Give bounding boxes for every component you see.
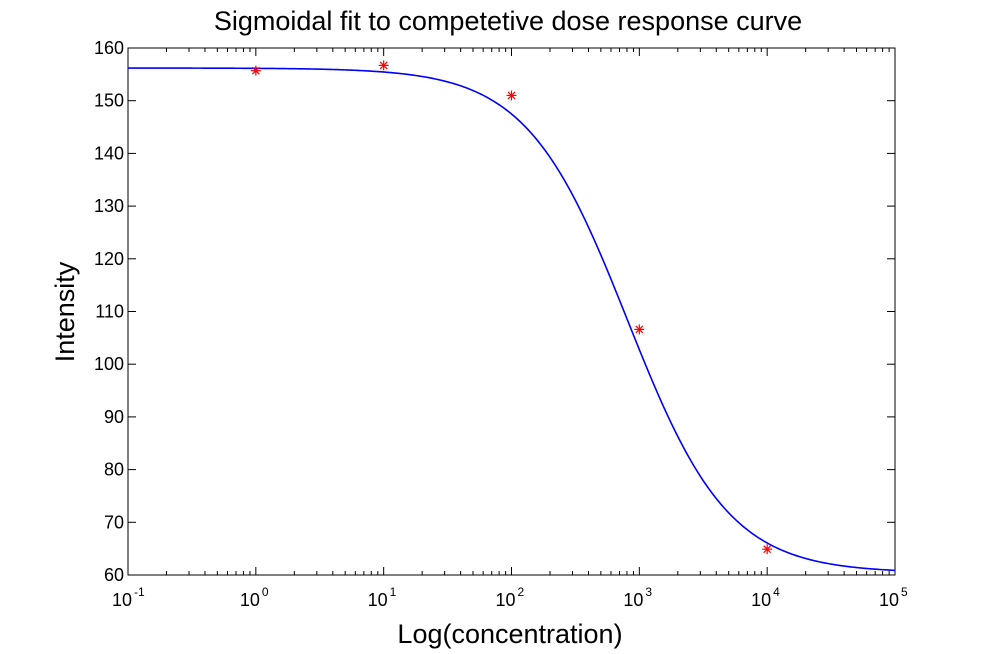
y-axis-label: Intensity — [50, 261, 80, 362]
data-point — [250, 65, 261, 76]
data-point — [506, 90, 517, 101]
x-tick-label: 10 — [240, 590, 260, 610]
y-tick-label: 130 — [94, 196, 124, 216]
x-tick-label: 10 — [368, 590, 388, 610]
x-minor-ticks — [165, 48, 890, 575]
data-point — [378, 60, 389, 71]
y-tick-label: 80 — [104, 460, 124, 480]
chart-title: Sigmoidal fit to competetive dose respon… — [214, 6, 802, 36]
x-tick-exponent: 0 — [262, 585, 269, 599]
y-tick-label: 140 — [94, 143, 124, 163]
x-tick-exponent: 3 — [645, 585, 652, 599]
data-point — [762, 544, 773, 555]
y-tick-label: 60 — [104, 565, 124, 585]
y-tick-label: 160 — [94, 38, 124, 58]
y-tick-label: 90 — [104, 407, 124, 427]
y-tick-label: 150 — [94, 91, 124, 111]
y-tick-label: 120 — [94, 249, 124, 269]
x-tick-label: 10 — [112, 590, 132, 610]
plot-area — [127, 47, 896, 576]
x-axis: 10 -1 10 0 10 1 10 2 10 3 10 4 10 5 — [112, 48, 908, 610]
x-tick-exponent: -1 — [134, 585, 145, 599]
y-tick-label: 70 — [104, 512, 124, 532]
data-points — [250, 60, 773, 555]
x-tick-exponent: 1 — [390, 585, 397, 599]
x-tick-label: 10 — [751, 590, 771, 610]
x-axis-label: Log(concentration) — [397, 619, 622, 649]
x-tick-exponent: 2 — [518, 585, 525, 599]
x-tick-label: 10 — [495, 590, 515, 610]
x-tick-label: 10 — [879, 590, 899, 610]
y-axis: 60 70 80 90 100 110 120 130 140 150 160 — [94, 38, 895, 585]
y-tick-label: 110 — [95, 302, 124, 322]
x-tick-label: 10 — [623, 590, 643, 610]
x-tick-exponent: 4 — [773, 585, 780, 599]
y-tick-label: 100 — [94, 354, 124, 374]
data-point — [634, 324, 645, 335]
x-tick-exponent: 5 — [901, 585, 908, 599]
